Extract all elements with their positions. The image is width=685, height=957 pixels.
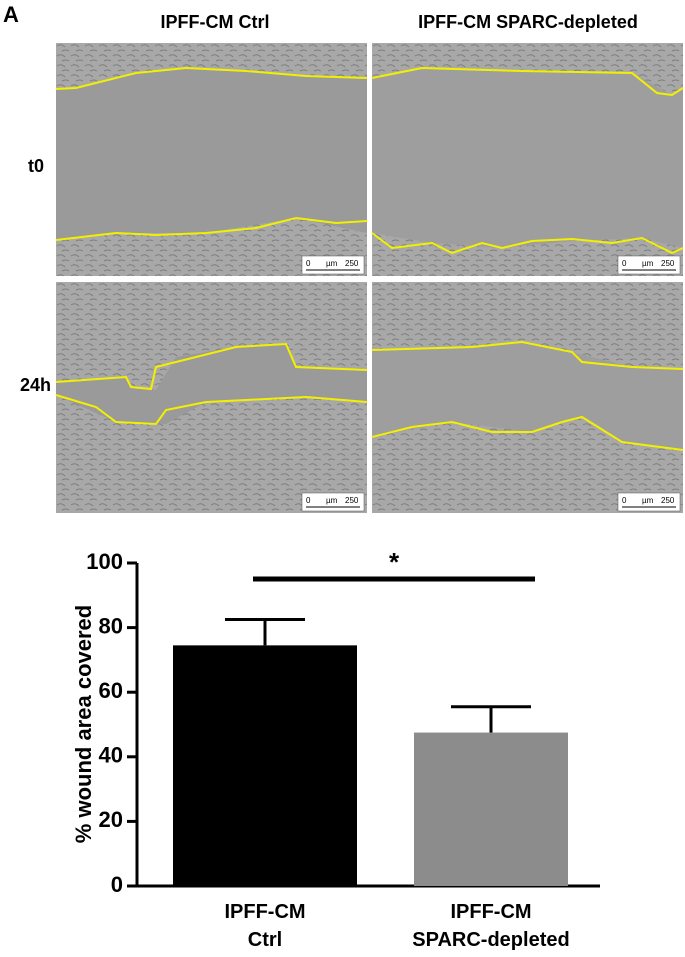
row-label: 24h: [20, 375, 51, 395]
scale-bar-label: µm: [326, 496, 338, 505]
y-tick-label: 40: [99, 743, 123, 768]
x-tick-label: IPFF-CM Ctrl: [224, 901, 306, 951]
column-header: IPFF-CM Ctrl: [161, 12, 270, 32]
micrograph: [371, 43, 684, 276]
scale-bar-label: 250: [661, 259, 675, 268]
error-bar: [225, 618, 305, 646]
micrograph-panel: A IPFF-CM Ctrl IPFF-CM SPARC-depleted t0…: [3, 2, 684, 513]
y-tick-label: 60: [99, 678, 123, 703]
scale-bar-label: 0: [306, 496, 311, 505]
y-tick-label: 0: [111, 872, 123, 895]
micrograph: [55, 282, 368, 513]
error-bar: [451, 705, 531, 733]
y-axis-label: % wound area covered: [71, 605, 96, 843]
x-tick-label: IPFF-CM SPARC-depleted: [412, 901, 570, 951]
scale-bar-label: µm: [642, 259, 654, 268]
row-label: t0: [28, 156, 44, 176]
scale-bar-label: 0: [306, 259, 311, 268]
scale-bar-label: 0: [622, 259, 627, 268]
panel-label: A: [3, 2, 19, 27]
scale-bars: 0 µm 250 0 µm 250 0 µm 250 0 µm 250: [301, 255, 681, 512]
micrograph: [55, 43, 368, 276]
y-tick-label: 20: [99, 807, 123, 832]
scale-bar-label: 250: [345, 259, 359, 268]
significance-label: *: [389, 547, 400, 577]
scale-bar-label: 250: [345, 496, 359, 505]
bar: [173, 645, 357, 886]
scale-bar-label: µm: [326, 259, 338, 268]
micrograph: [371, 282, 684, 513]
y-tick-label: 100: [86, 549, 123, 574]
column-header: IPFF-CM SPARC-depleted: [418, 12, 638, 32]
scale-bar-label: µm: [642, 496, 654, 505]
y-tick-label: 80: [99, 613, 123, 638]
bar: [414, 732, 568, 886]
scale-bar-label: 0: [622, 496, 627, 505]
scale-bar-label: 250: [661, 496, 675, 505]
